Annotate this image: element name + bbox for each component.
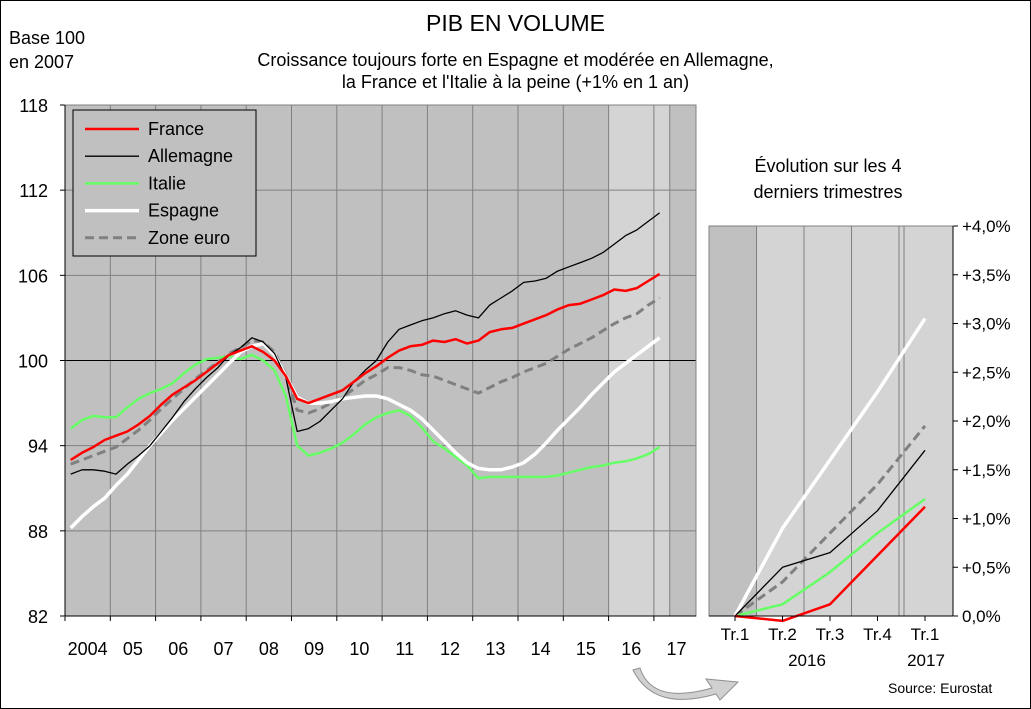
- inset-y-tick-label: +2,5%: [962, 363, 1011, 382]
- main-x-tick-label: 16: [621, 639, 641, 659]
- legend-label-zone-euro: Zone euro: [148, 228, 230, 248]
- chart-subtitle-line2: la France et l'Italie à la peine (+1% en…: [341, 72, 690, 92]
- main-y-tick-label: 82: [28, 607, 48, 627]
- inset-year-label-2017: 2017: [907, 651, 945, 670]
- main-series-line-allemagne: [70, 212, 660, 475]
- inset-highlight-band: [756, 226, 953, 616]
- inset-y-tick-label: +2,0%: [962, 412, 1011, 431]
- transition-arrow-icon: [632, 667, 740, 701]
- main-y-tick-label: 106: [18, 266, 48, 286]
- legend-label-allemagne: Allemagne: [148, 146, 233, 166]
- main-y-tick-label: 112: [19, 181, 48, 201]
- inset-y-tick-label: +3,0%: [962, 315, 1011, 334]
- main-x-tick-label: 17: [667, 639, 687, 659]
- main-x-tick-label: 08: [259, 639, 279, 659]
- inset-series-line-italie: [734, 497, 926, 618]
- inset-y-tick-label: +1,0%: [962, 510, 1011, 529]
- main-y-tick-label: 88: [28, 522, 48, 542]
- main-x-tick-label: 13: [485, 639, 505, 659]
- main-y-tick-label: 94: [28, 437, 48, 457]
- legend-label-italie: Italie: [148, 173, 186, 193]
- main-series-line-zone-euro: [70, 296, 661, 466]
- inset-y-tick-label: 0,0%: [962, 607, 1001, 626]
- main-series-line-espagne: [69, 336, 661, 530]
- main-series-line-france: [70, 272, 661, 461]
- inset-series-line-allemagne: [734, 449, 926, 617]
- main-x-tick-label: 11: [395, 639, 414, 659]
- base-label-line2: en 2007: [9, 52, 75, 72]
- inset-x-tick-label: Tr.1: [911, 625, 940, 644]
- inset-x-tick-label: Tr.1: [721, 625, 750, 644]
- inset-x-tick-label: Tr.2: [768, 625, 797, 644]
- inset-title-line2: derniers trimestres: [753, 182, 903, 202]
- inset-series-line-zone-euro: [734, 424, 927, 618]
- main-x-tick-label: 05: [123, 639, 143, 659]
- inset-series-line-espagne: [733, 317, 927, 617]
- chart-title: PIB EN VOLUME: [426, 10, 605, 36]
- inset-y-tick-label: +1,5%: [962, 461, 1011, 480]
- main-x-tick-label: 12: [440, 639, 460, 659]
- chart-subtitle-line1: Croissance toujours forte en Espagne et …: [257, 50, 774, 70]
- main-series-line-italie: [69, 353, 661, 480]
- main-x-tick-label: 2004: [68, 639, 108, 659]
- inset-title-line1: Évolution sur les 4: [754, 156, 902, 176]
- main-x-tick-label: 14: [531, 639, 551, 659]
- inset-y-tick-label: +0,5%: [962, 558, 1011, 577]
- source-note: Source: Eurostat: [888, 680, 993, 696]
- main-x-tick-label: 07: [214, 639, 234, 659]
- legend-label-espagne: Espagne: [148, 201, 219, 221]
- base-label-line1: Base 100: [9, 28, 86, 48]
- main-x-tick-label: 09: [304, 639, 324, 659]
- inset-series-line-france: [734, 505, 926, 623]
- inset-x-tick-label: Tr.3: [816, 625, 845, 644]
- main-x-tick-label: 06: [168, 639, 188, 659]
- main-y-tick-label: 100: [18, 352, 48, 372]
- main-x-tick-label: 10: [349, 639, 369, 659]
- inset-x-tick-label: Tr.4: [863, 625, 892, 644]
- inset-y-tick-label: +4,0%: [962, 217, 1011, 236]
- inset-year-label-2016: 2016: [788, 651, 826, 670]
- main-y-tick-label: 118: [19, 96, 48, 116]
- inset-y-tick-label: +3,5%: [962, 266, 1011, 285]
- legend-label-france: France: [148, 119, 204, 139]
- main-x-tick-label: 15: [576, 639, 596, 659]
